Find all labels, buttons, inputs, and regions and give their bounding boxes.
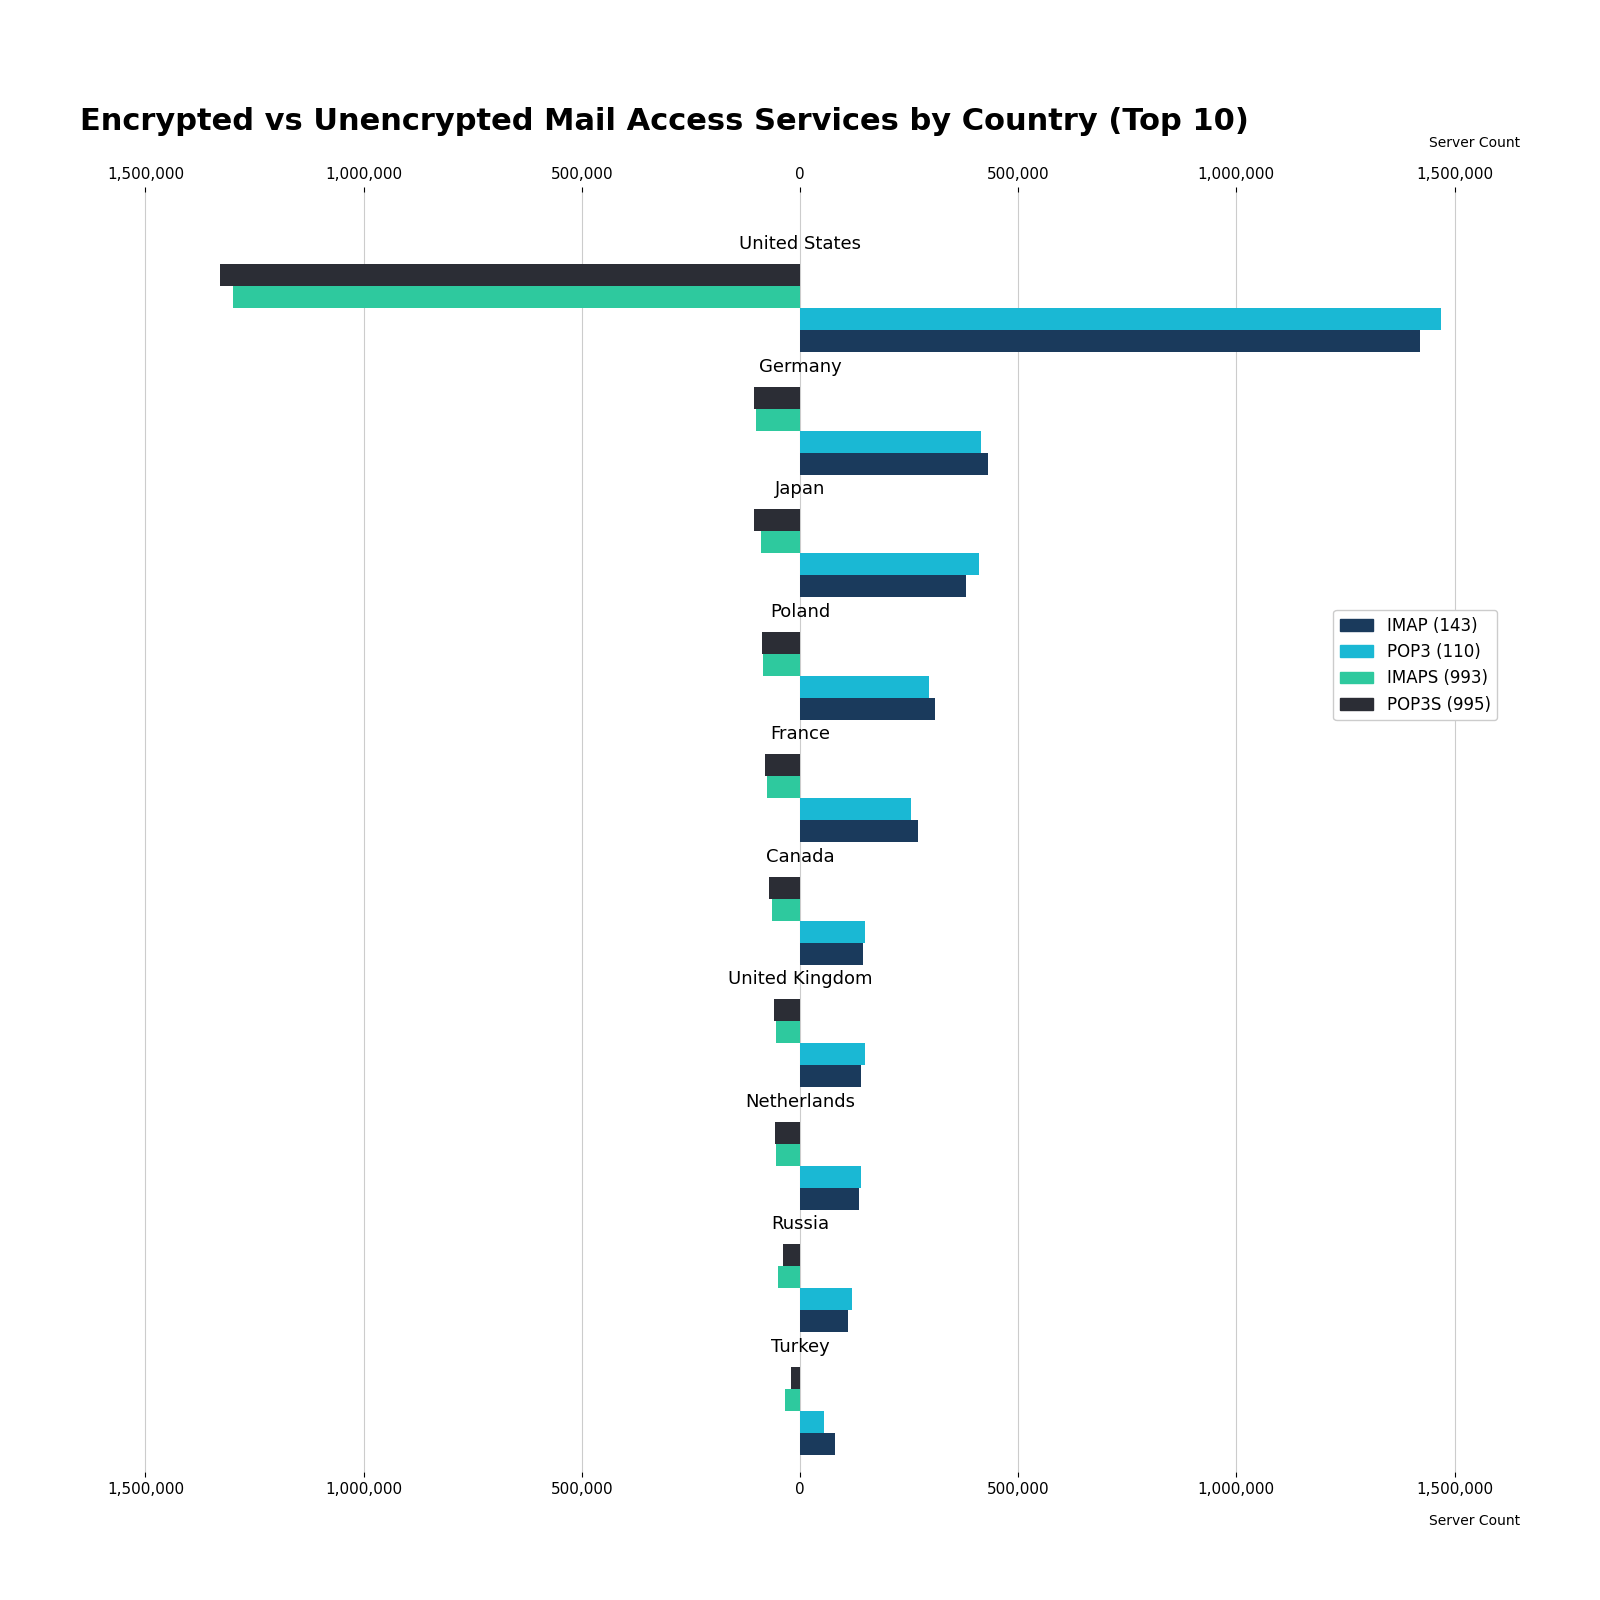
Text: Encrypted vs Unencrypted Mail Access Services by Country (Top 10): Encrypted vs Unencrypted Mail Access Ser… [80,107,1250,136]
Bar [800,1187,859,1210]
Bar [778,1266,800,1288]
Bar [762,632,800,654]
Bar [800,576,966,597]
Text: United Kingdom: United Kingdom [728,970,872,989]
Legend: IMAP (143), POP3 (110), IMAPS (993), POP3S (995): IMAP (143), POP3 (110), IMAPS (993), POP… [1333,610,1498,720]
Bar [800,698,936,720]
Bar [800,1166,861,1187]
Bar [757,410,800,430]
Text: Germany: Germany [758,358,842,376]
Bar [800,1043,864,1066]
Bar [800,430,981,453]
Bar [800,1434,835,1454]
Text: Japan: Japan [774,480,826,498]
Bar [800,1411,824,1434]
Text: Turkey: Turkey [771,1338,829,1355]
Bar [800,331,1419,352]
Bar [800,1066,861,1088]
Bar [800,942,864,965]
Bar [774,998,800,1021]
Bar [792,1366,800,1389]
Bar [770,877,800,899]
Text: Poland: Poland [770,603,830,621]
Bar [784,1389,800,1411]
Text: Server Count: Server Count [1429,136,1520,150]
Bar [754,387,800,410]
Text: United States: United States [739,235,861,253]
Text: France: France [770,725,830,742]
Bar [219,264,800,286]
Bar [754,509,800,531]
Bar [232,286,800,309]
Bar [800,554,979,576]
Bar [763,654,800,675]
Text: Netherlands: Netherlands [746,1093,854,1110]
Bar [800,309,1442,331]
Bar [800,1310,848,1333]
Bar [765,754,800,776]
Bar [800,821,918,843]
Bar [800,922,866,942]
Bar [760,531,800,554]
Bar [800,453,987,475]
Bar [774,1122,800,1144]
Bar [768,776,800,798]
Bar [784,1245,800,1266]
Bar [771,899,800,922]
Text: Russia: Russia [771,1214,829,1234]
Text: Canada: Canada [766,848,834,866]
Bar [800,1288,853,1310]
Text: Server Count: Server Count [1429,1514,1520,1528]
Bar [776,1021,800,1043]
Bar [800,798,912,821]
Bar [776,1144,800,1166]
Bar [800,675,928,698]
